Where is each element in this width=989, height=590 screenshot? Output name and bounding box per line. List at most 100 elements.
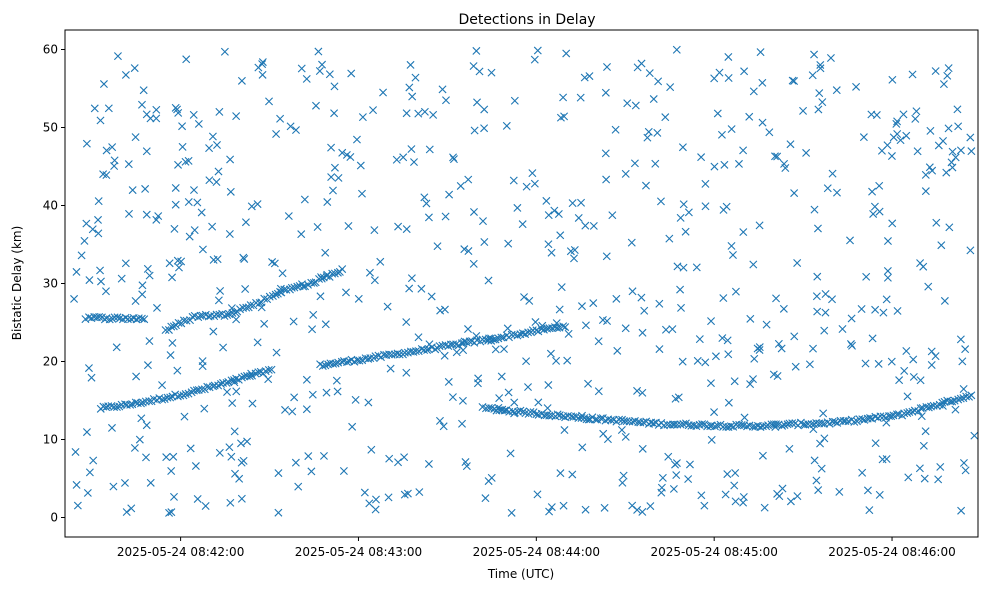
detection-point — [544, 240, 553, 249]
detection-point — [414, 333, 423, 342]
detection-point — [121, 259, 130, 268]
detection-point — [911, 114, 920, 123]
track-point — [197, 385, 206, 394]
detection-point — [524, 383, 532, 392]
detection-point — [612, 294, 621, 303]
detection-point — [241, 218, 250, 227]
detection-point — [908, 70, 917, 79]
detection-point — [916, 376, 925, 385]
detection-point — [812, 292, 821, 301]
detection-point — [927, 361, 936, 370]
detection-point — [550, 206, 559, 215]
track-point — [176, 391, 185, 400]
detection-point — [522, 182, 531, 191]
detection-point — [611, 125, 620, 134]
detection-point — [142, 421, 151, 430]
track-point — [850, 417, 859, 426]
detection-point — [557, 283, 566, 292]
detection-point — [917, 412, 926, 421]
detection-point — [330, 109, 339, 118]
detection-point — [552, 319, 561, 328]
track-point — [788, 419, 797, 428]
detection-point — [232, 112, 241, 121]
detection-point — [684, 475, 693, 484]
detection-point — [617, 426, 626, 434]
detection-point — [858, 468, 867, 477]
detection-point — [197, 208, 206, 217]
detection-point — [944, 64, 953, 73]
track-point — [342, 358, 351, 367]
detection-point — [957, 506, 966, 515]
track-point — [772, 420, 781, 429]
detection-point — [661, 325, 670, 334]
detection-point — [875, 181, 884, 190]
detection-point — [731, 468, 740, 477]
detection-point — [394, 458, 403, 467]
detection-point — [480, 238, 489, 246]
detection-point — [684, 208, 693, 217]
track-point — [710, 422, 719, 431]
detection-point — [640, 306, 649, 315]
detection-point — [402, 318, 411, 327]
detection-point — [286, 122, 295, 131]
detection-point — [400, 453, 409, 462]
track-point — [532, 326, 541, 335]
detection-point — [693, 356, 702, 365]
detection-point — [369, 106, 378, 115]
detection-point — [809, 425, 818, 434]
track-point — [954, 395, 963, 404]
detection-point — [893, 306, 902, 315]
y-tick-label: 0 — [50, 511, 58, 525]
detection-point — [142, 147, 151, 156]
detection-point — [875, 490, 884, 499]
detection-point — [208, 222, 217, 231]
detection-point — [138, 281, 147, 290]
x-axis-ticks: 2025-05-24 08:42:00 2025-05-24 08:43:00 20… — [117, 537, 956, 559]
detection-point — [821, 308, 830, 317]
track-point — [179, 316, 188, 325]
track-point — [967, 391, 976, 400]
detection-point — [276, 284, 285, 293]
detection-point — [739, 146, 748, 155]
detection-point — [939, 80, 948, 89]
detection-point — [341, 288, 350, 297]
detection-point — [584, 379, 593, 388]
detection-point — [701, 202, 710, 211]
track-point — [903, 409, 912, 418]
detection-point — [177, 257, 186, 266]
detection-point — [584, 415, 593, 424]
detection-point — [469, 259, 478, 268]
detection-point — [309, 310, 318, 319]
detection-point — [655, 345, 664, 354]
track-point — [411, 347, 420, 356]
detection-point — [458, 396, 467, 405]
detection-point — [661, 113, 670, 122]
detection-point — [563, 356, 572, 365]
detection-point — [240, 254, 249, 263]
detection-point — [449, 155, 458, 164]
detection-point — [291, 458, 300, 467]
detection-point — [480, 105, 489, 114]
track-point — [726, 422, 735, 431]
chart-title: Detections in Delay — [458, 12, 595, 28]
detection-point — [228, 399, 237, 408]
track-point — [167, 322, 176, 331]
detection-point — [449, 153, 458, 162]
detection-point — [728, 250, 737, 259]
track-point — [163, 393, 172, 402]
detection-point — [542, 196, 551, 205]
detection-point — [323, 270, 332, 279]
detection-point — [791, 362, 800, 371]
detection-point — [701, 179, 710, 188]
detection-point — [130, 64, 139, 73]
detection-point — [724, 52, 733, 61]
detection-point — [760, 503, 769, 512]
detection-point — [544, 211, 553, 220]
detection-point — [152, 105, 161, 114]
detection-point — [562, 49, 571, 58]
detection-point — [291, 126, 300, 135]
detection-point — [762, 320, 771, 329]
data-points — [70, 45, 979, 517]
detection-point — [882, 418, 891, 427]
detection-point — [168, 273, 177, 282]
